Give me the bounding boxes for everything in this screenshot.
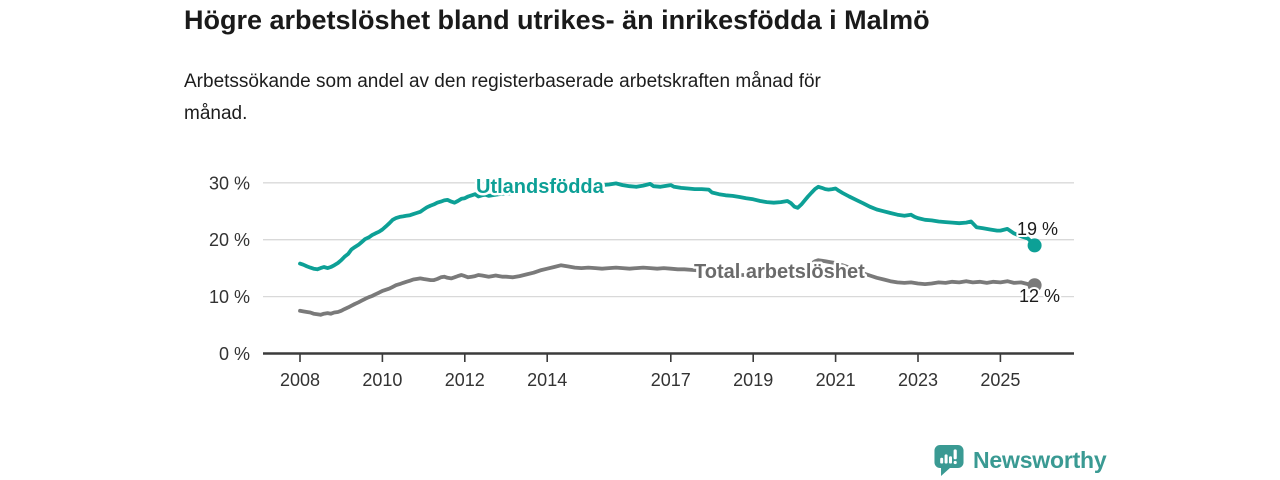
series-line-utlandsfodda (298, 181, 1037, 272)
newsworthy-brand: Newsworthy (934, 444, 1107, 477)
end-value-label-total-arbetsloshet: 12 % (1019, 286, 1060, 306)
end-value-label-utlandsfodda: 19 % (1017, 219, 1058, 239)
newsworthy-brand-name: Newsworthy (973, 447, 1107, 473)
x-tick-label: 2014 (527, 370, 567, 390)
x-tick-label: 2023 (898, 370, 938, 390)
x-tick-label: 2010 (362, 370, 402, 390)
x-tick-label: 2021 (816, 370, 856, 390)
newsworthy-logo-icon (934, 445, 964, 476)
series-end-dot-utlandsfodda (1027, 238, 1042, 253)
y-tick-label: 30 % (209, 173, 250, 193)
series-label-total-arbetsloshet: Total arbetslöshet (694, 261, 865, 283)
x-tick-label: 2008 (280, 370, 320, 390)
x-tick-label: 2025 (980, 370, 1020, 390)
series-end-dot-total-arbetsloshet (1027, 278, 1042, 293)
y-tick-label: 10 % (209, 287, 250, 307)
page-title: Högre arbetslöshet bland utrikes- än inr… (184, 5, 930, 35)
y-tick-label: 20 % (209, 230, 250, 250)
page-subtitle: Arbetssökande som andel av den registerb… (184, 71, 821, 124)
y-tick-label: 0 % (219, 344, 250, 364)
x-tick-label: 2019 (733, 370, 773, 390)
series-line-total-arbetsloshet (298, 258, 1037, 317)
series-label-utlandsfodda: Utlandsfödda (476, 176, 605, 198)
x-tick-label: 2012 (445, 370, 485, 390)
x-tick-label: 2017 (651, 370, 691, 390)
